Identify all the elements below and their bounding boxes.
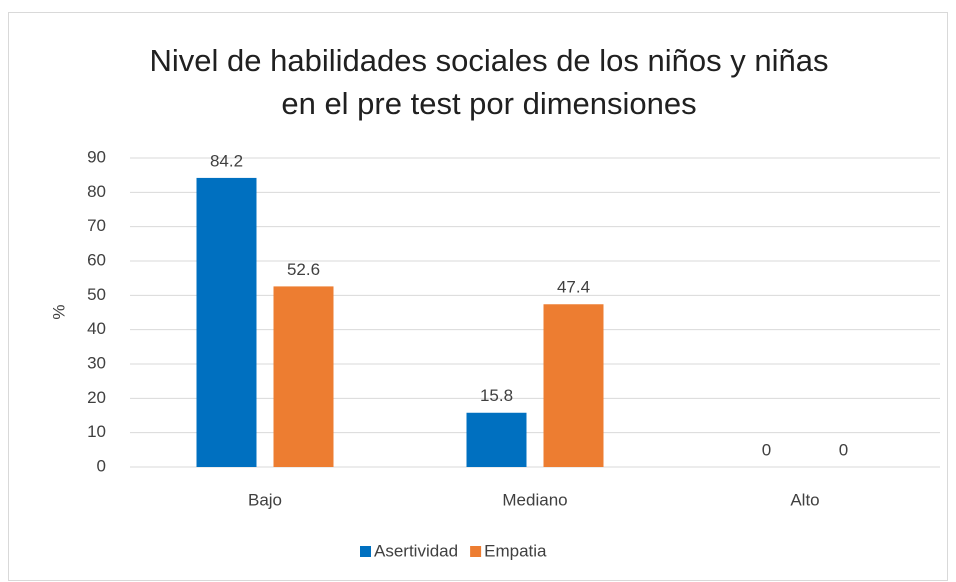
data-label: 47.4 [557, 278, 590, 297]
x-tick-label: Bajo [248, 490, 282, 509]
chart-border [8, 12, 948, 581]
data-label: 0 [762, 440, 771, 459]
y-axis-label: % [49, 304, 68, 319]
y-tick-label: 70 [87, 216, 106, 235]
y-tick-label: 30 [87, 353, 106, 372]
y-tick-label: 20 [87, 388, 106, 407]
chart-title: Nivel de habilidades sociales de los niñ… [150, 43, 829, 78]
data-label: 0 [839, 440, 848, 459]
legend-swatch [470, 546, 482, 557]
bar [466, 412, 527, 467]
chart-title: en el pre test por dimensiones [281, 86, 696, 121]
x-tick-label: Mediano [502, 490, 567, 509]
data-label: 15.8 [480, 386, 513, 405]
data-label: 52.6 [287, 260, 320, 279]
legend-label: Empatia [484, 541, 547, 560]
y-tick-label: 50 [87, 285, 106, 304]
data-label: 84.2 [210, 151, 243, 170]
y-tick-label: 40 [87, 319, 106, 338]
bar [543, 304, 604, 467]
y-tick-label: 80 [87, 182, 106, 201]
bar [196, 177, 257, 467]
legend-swatch [360, 546, 371, 557]
legend-label: Asertividad [374, 541, 458, 560]
y-tick-label: 60 [87, 250, 106, 269]
y-tick-label: 90 [87, 147, 106, 166]
bar [273, 286, 334, 467]
x-tick-label: Alto [790, 490, 819, 509]
y-tick-label: 10 [87, 422, 106, 441]
y-tick-label: 0 [97, 456, 106, 475]
